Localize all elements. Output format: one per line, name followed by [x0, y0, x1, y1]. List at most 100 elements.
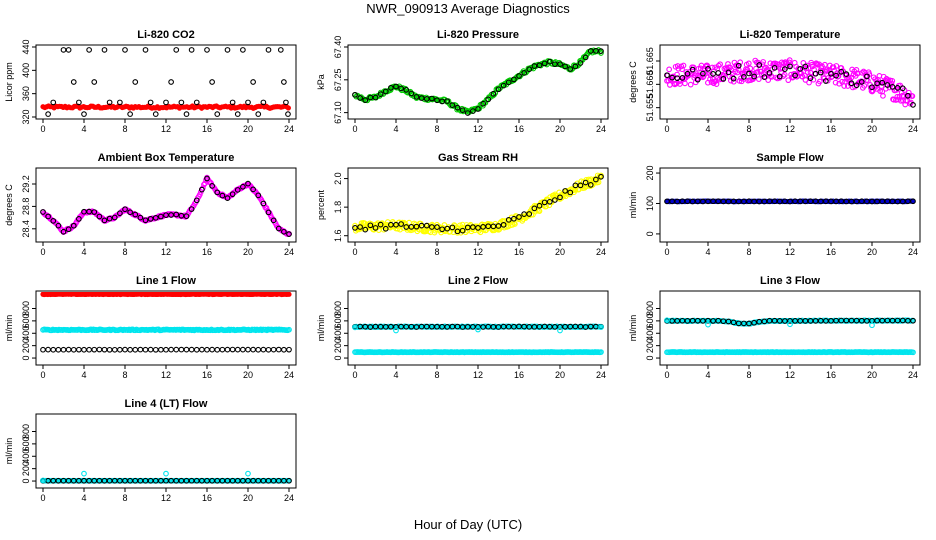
x-tick-label: 12	[473, 247, 483, 257]
data-point	[81, 111, 87, 117]
data-point	[495, 223, 502, 229]
data-point	[702, 70, 708, 77]
data-point	[286, 477, 292, 484]
data-point	[449, 224, 456, 231]
y-tick-label: 67.10	[333, 101, 343, 124]
x-tick-label: 8	[746, 124, 751, 134]
series-black	[664, 317, 916, 327]
x-tick-label: 12	[473, 370, 483, 380]
data-point	[45, 346, 51, 353]
data-point	[832, 79, 839, 86]
data-marks	[664, 317, 916, 356]
data-point	[807, 75, 814, 81]
data-point	[735, 62, 742, 69]
y-tick-label: 0	[333, 356, 343, 361]
data-point	[201, 181, 207, 188]
data-point	[557, 327, 563, 334]
data-point	[101, 47, 108, 53]
series-red	[40, 292, 292, 298]
data-point	[250, 79, 256, 85]
data-point	[55, 222, 62, 229]
data-point	[516, 214, 522, 220]
data-point	[285, 111, 291, 117]
data-point	[853, 67, 860, 73]
y-tick-label: 800	[645, 301, 655, 316]
data-point	[753, 65, 759, 72]
data-point	[910, 102, 916, 108]
data-point	[255, 346, 262, 353]
x-tick-label: 16	[202, 124, 212, 134]
y-tick-label: 0	[645, 356, 655, 361]
data-point	[183, 346, 190, 353]
data-point	[910, 317, 916, 324]
data-point	[70, 79, 77, 85]
data-point	[96, 213, 103, 220]
data-point	[260, 200, 267, 207]
data-point	[792, 72, 798, 79]
data-point	[531, 63, 538, 69]
data-point	[674, 71, 680, 78]
x-tick-label: 4	[705, 370, 710, 380]
data-point	[679, 75, 686, 81]
y-axis-label: ml/min	[316, 315, 326, 342]
x-tick-label: 0	[664, 247, 669, 257]
data-point	[562, 63, 568, 70]
data-point	[122, 346, 128, 353]
data-point	[283, 99, 289, 106]
data-point	[152, 111, 159, 117]
series-black	[664, 198, 916, 205]
data-point	[357, 95, 363, 101]
data-point	[158, 346, 164, 353]
x-tick-label: 0	[352, 247, 357, 257]
data-point	[219, 192, 226, 199]
data-point	[70, 222, 77, 229]
data-point	[158, 213, 164, 220]
x-tick-label: 16	[514, 370, 524, 380]
data-point	[117, 346, 123, 353]
y-tick-label: 600	[21, 313, 31, 328]
x-tick-label: 24	[284, 247, 294, 257]
data-point	[516, 73, 522, 79]
data-point	[715, 70, 722, 76]
data-point	[454, 323, 461, 330]
series-cyan-low	[664, 349, 916, 356]
data-point	[475, 106, 481, 112]
data-point	[687, 81, 694, 88]
data-point	[60, 47, 67, 53]
data-point	[147, 346, 154, 353]
x-tick-label: 12	[161, 247, 171, 257]
data-point	[835, 73, 842, 80]
data-point	[705, 66, 711, 72]
data-point	[45, 213, 51, 220]
data-point	[536, 208, 543, 215]
data-point	[495, 86, 502, 93]
data-point	[567, 66, 574, 72]
data-point	[861, 83, 868, 89]
data-marks	[40, 174, 292, 237]
data-point	[598, 324, 604, 330]
data-point	[270, 217, 277, 224]
y-axis-label: percent	[316, 189, 326, 220]
data-point	[470, 224, 476, 230]
data-point	[505, 79, 512, 86]
data-point	[255, 111, 262, 117]
data-point	[587, 182, 594, 188]
y-tick-label: 67.25	[333, 69, 343, 92]
data-point	[413, 223, 420, 230]
data-point	[240, 47, 246, 53]
data-point	[751, 73, 757, 80]
data-point	[163, 470, 169, 477]
data-point	[816, 78, 823, 85]
data-point	[557, 194, 563, 201]
data-point	[833, 63, 840, 69]
chart-panel-2: Li-820 Pressure kPa 0 4 8 12 16 20 24 67.10 67.25 6…	[316, 29, 609, 134]
data-point	[45, 111, 51, 117]
y-tick-label: 200	[645, 338, 655, 353]
series-black	[40, 346, 292, 353]
x-tick-label: 4	[81, 370, 86, 380]
data-point	[193, 197, 200, 204]
data-point	[281, 228, 287, 235]
data-point	[464, 110, 471, 116]
data-point	[439, 226, 445, 233]
